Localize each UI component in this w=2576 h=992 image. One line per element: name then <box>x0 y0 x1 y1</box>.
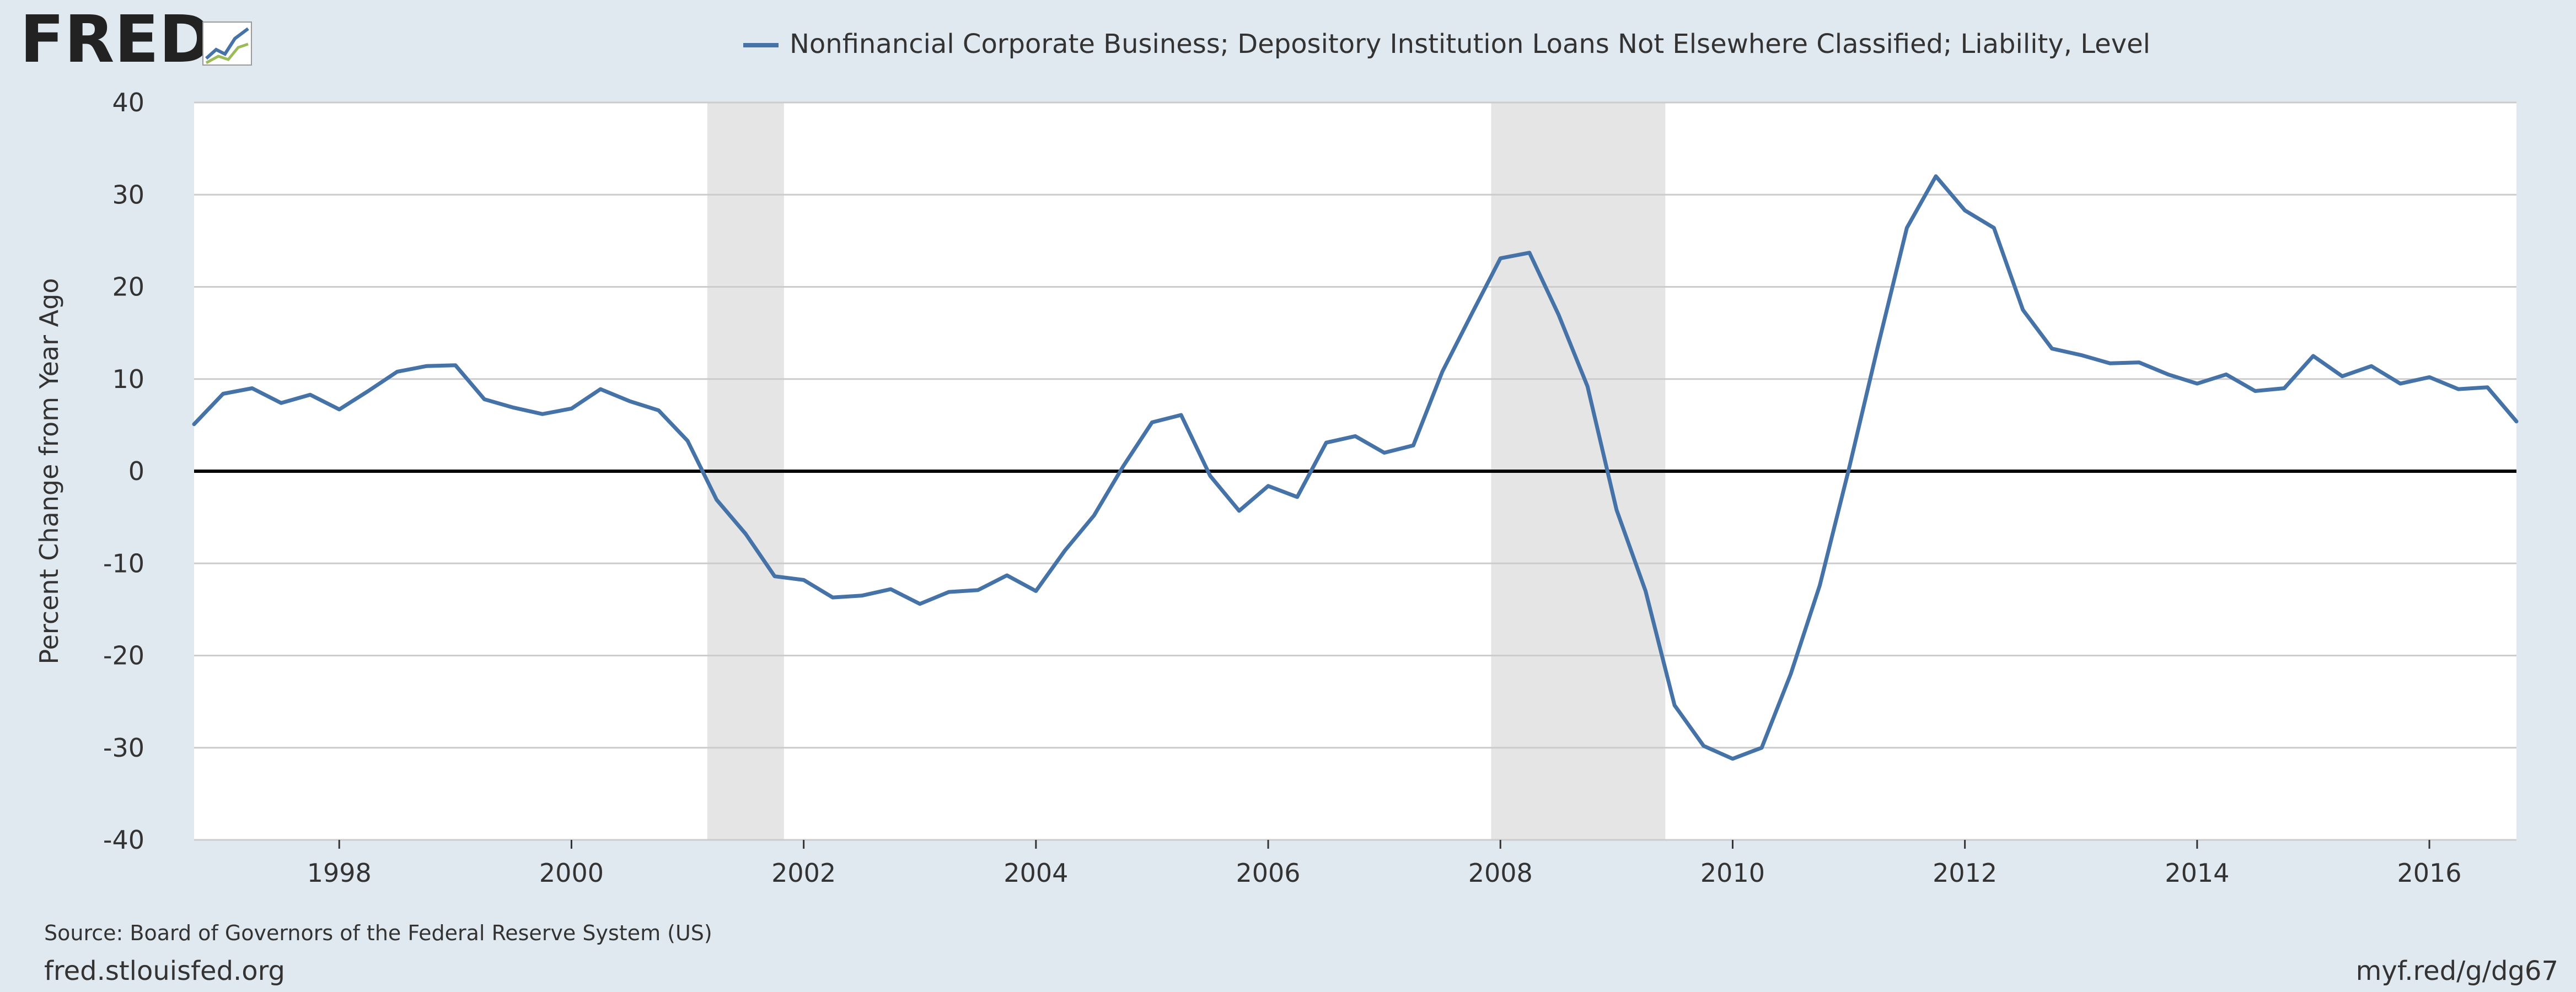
legend-label: Nonfinancial Corporate Business; Deposit… <box>790 29 2150 60</box>
y-tick-label: 0 <box>128 456 144 486</box>
x-tick-label: 2010 <box>1700 858 1765 888</box>
y-tick-label: -40 <box>103 825 144 855</box>
y-tick-label: 20 <box>112 272 144 302</box>
source-note: Source: Board of Governors of the Federa… <box>44 921 712 945</box>
y-axis-ticks: 40 30 20 10 0 -10 -20 -30 -40 <box>103 88 144 855</box>
y-tick-label: 10 <box>112 364 144 394</box>
grid-lines <box>194 101 2516 841</box>
y-axis-label: Percent Change from Year Ago <box>34 278 64 665</box>
x-tick-label: 2006 <box>1236 858 1301 888</box>
x-tick-label: 2008 <box>1468 858 1533 888</box>
x-tick-label: 2002 <box>771 858 836 888</box>
site-link[interactable]: fred.stlouisfed.org <box>44 956 285 986</box>
fred-logo-text: FRED <box>20 1 213 77</box>
x-tick-label: 2016 <box>2397 858 2462 888</box>
x-tick-label: 2000 <box>539 858 604 888</box>
y-tick-label: -30 <box>103 733 144 763</box>
chart-legend: Nonfinancial Corporate Business; Deposit… <box>743 29 2150 60</box>
fred-logo[interactable]: FRED <box>20 1 252 77</box>
x-tick-label: 2014 <box>2165 858 2229 888</box>
y-tick-label: 40 <box>112 88 144 117</box>
x-tick-label: 2004 <box>1003 858 1068 888</box>
series-line-1 <box>192 174 2519 761</box>
x-tick-label: 1998 <box>307 858 372 888</box>
x-tick-label: 2012 <box>1933 858 1997 888</box>
y-tick-label: -10 <box>103 548 144 578</box>
fred-logo-chart-icon <box>202 21 252 66</box>
series-group <box>192 174 2519 761</box>
y-tick-label: 30 <box>112 180 144 209</box>
y-tick-label: -20 <box>103 641 144 671</box>
short-link[interactable]: myf.red/g/dg67 <box>2356 956 2558 986</box>
x-axis-ticks: 1998 2000 2002 2004 2006 2008 2010 2012 2014 2016 <box>307 840 2462 888</box>
